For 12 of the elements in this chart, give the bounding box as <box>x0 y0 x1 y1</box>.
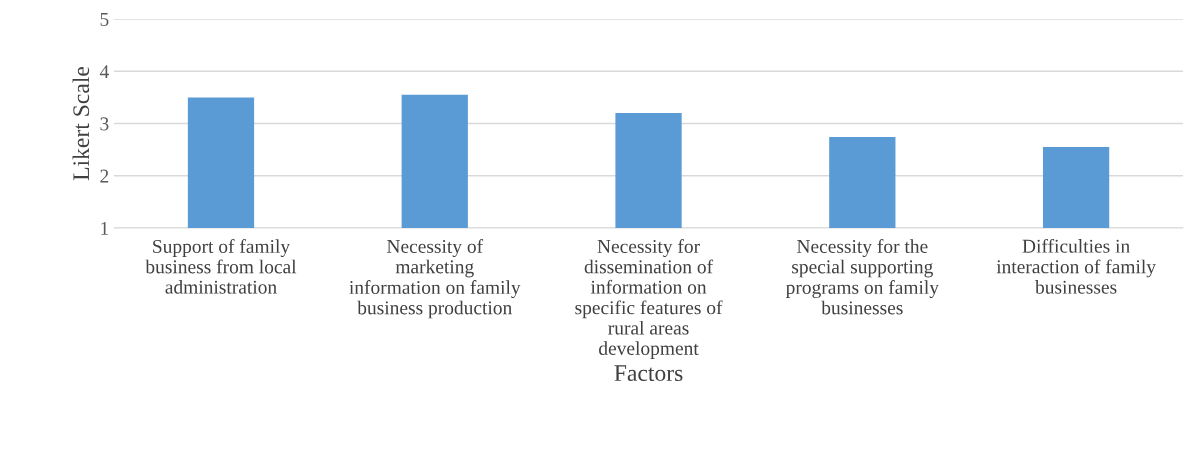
y-axis-title: Likert Scale <box>72 66 90 181</box>
y-tick-label: 5 <box>100 13 109 26</box>
y-tick-label: 4 <box>99 65 109 78</box>
x-axis-title: Factors <box>614 365 683 382</box>
x-tick-label: Necessity for the special supporting programs on family businesses <box>785 239 939 315</box>
x-tick-label: Support of family business from local administration <box>145 239 297 294</box>
y-tick-label: 1 <box>101 221 109 235</box>
x-tick-label: Necessity of marketing information on family business production <box>349 239 521 319</box>
y-tick-label: 2 <box>100 169 109 183</box>
x-tick-label: Difficulties in interaction of family businesses <box>996 238 1156 294</box>
x-tick-label: Necessity for dissemination of information on specific features of rural areas development <box>575 239 723 359</box>
y-tick-label: 3 <box>100 117 109 131</box>
